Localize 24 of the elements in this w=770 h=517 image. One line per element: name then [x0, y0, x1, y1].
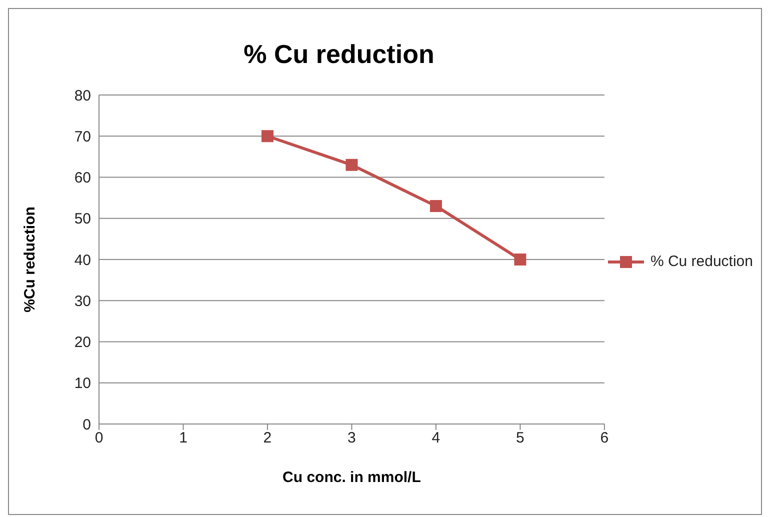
y-tick-label: 80 — [74, 87, 91, 104]
y-tick-label: 30 — [74, 292, 91, 310]
y-tick-label: 20 — [74, 334, 91, 352]
x-tick-label: 1 — [179, 430, 188, 447]
x-tick-label: 4 — [432, 430, 440, 447]
y-tick-label: 60 — [74, 170, 91, 187]
point — [261, 130, 274, 142]
y-tick-label: 0 — [82, 416, 91, 434]
y-tick-label: 70 — [74, 128, 91, 146]
point — [514, 254, 526, 266]
x-tick-label: 3 — [348, 430, 356, 447]
y-tick-label: 40 — [74, 252, 91, 269]
x-tick-label: 0 — [94, 430, 104, 447]
x-tick-label: 2 — [263, 430, 272, 447]
chart-title: % Cu reduction — [242, 39, 436, 70]
x-axis-title: Cu conc. in mmol/L — [282, 469, 421, 486]
point — [346, 158, 358, 171]
y-axis-title: %Cu reduction — [21, 206, 38, 312]
x-tick-label: 6 — [600, 430, 609, 447]
legend-label: % Cu reduction — [650, 253, 753, 270]
point — [430, 200, 442, 212]
x-tick-label: 5 — [516, 430, 524, 447]
y-tick-label: 50 — [74, 210, 91, 228]
y-tick-label: 10 — [74, 375, 91, 392]
